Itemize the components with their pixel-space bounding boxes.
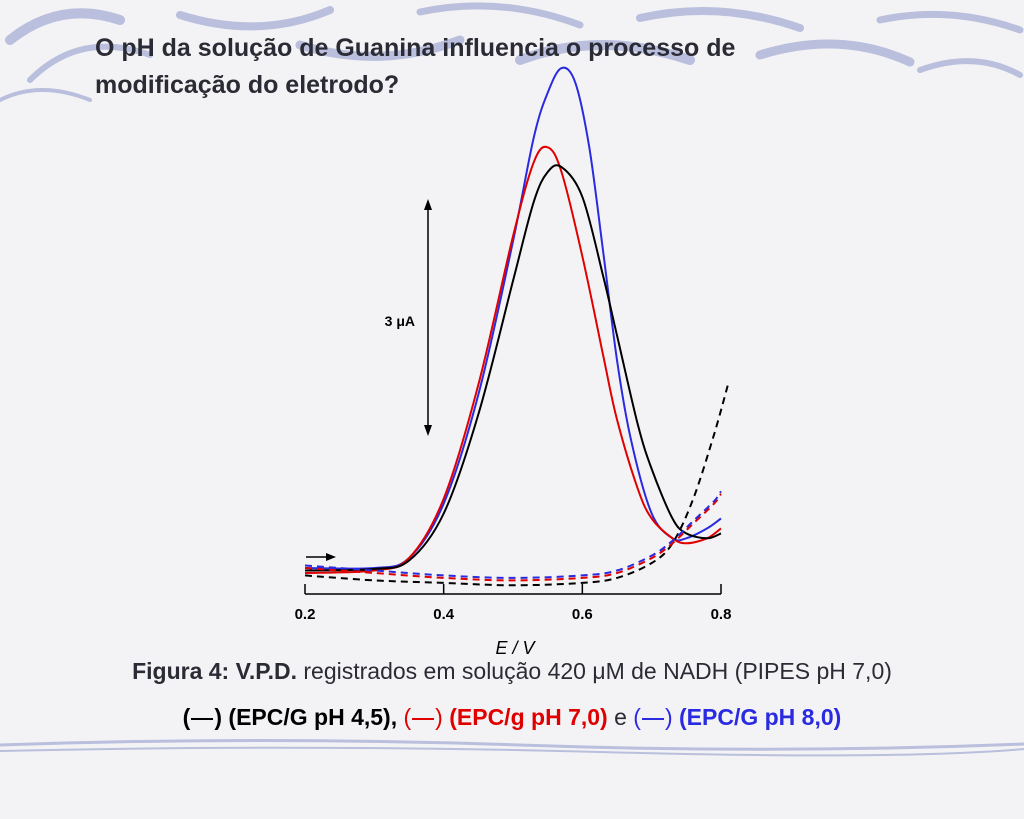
- caption-text: registrados em solução 420 μM de NADH (P…: [297, 658, 892, 684]
- series-line-dashed-4: [304, 493, 722, 582]
- series-line-dashed-5: [304, 490, 722, 579]
- legend-close-2: ): [435, 704, 443, 730]
- scale-bar-arrow-top: [424, 199, 432, 210]
- scale-bar-label: 3 μA: [385, 313, 415, 329]
- legend-label-black: (EPC/G pH 4,5),: [222, 704, 398, 730]
- caption-lead: Figura 4:: [132, 658, 230, 684]
- scan-direction-arrow: [306, 553, 336, 561]
- legend-label-blue: (EPC/G pH 8,0): [672, 704, 842, 730]
- legend-open-2: (: [397, 704, 412, 730]
- figure-caption-line-1: Figura 4: V.P.D. registrados em solução …: [0, 658, 1024, 685]
- title-line-1: O pH da solução de Guanina influencia o …: [95, 34, 736, 62]
- legend-joiner: e: [607, 704, 634, 730]
- x-tick-label: 0.8: [711, 606, 732, 623]
- series-line-solid-1: [304, 145, 722, 574]
- legend-open-1: (: [182, 704, 191, 730]
- x-axis-label: E / V: [495, 638, 536, 658]
- scale-bar: 3 μA: [385, 199, 432, 436]
- legend-label-red: (EPC/g pH 7,0): [442, 704, 608, 730]
- legend-swatch-red: [412, 717, 435, 720]
- x-tick-layer: 0.2 0.4 0.6 0.8: [295, 584, 732, 623]
- legend-close-1: ): [214, 704, 223, 730]
- legend-open-3: (: [633, 704, 641, 730]
- scale-bar-arrow-bottom: [424, 425, 432, 436]
- legend-swatch-black: [191, 717, 214, 720]
- figure-caption-line-2: () (EPC/G pH 4,5), () (EPC/g pH 7,0) e (…: [0, 704, 1024, 731]
- legend-close-3: ): [664, 704, 673, 730]
- caption-method: V.P.D.: [229, 658, 297, 684]
- series-line-solid-2: [304, 164, 722, 572]
- series-line-solid-0: [304, 66, 722, 570]
- slide-title: O pH da solução de Guanina influencia o …: [95, 30, 915, 104]
- x-tick-label: 0.4: [433, 606, 455, 623]
- series-layer: [304, 66, 729, 587]
- title-line-2: modificação do eletrodo?: [95, 71, 400, 99]
- x-tick-label: 0.2: [295, 606, 316, 623]
- legend-swatch-blue: [641, 717, 664, 720]
- series-line-dashed-3: [304, 384, 729, 587]
- x-tick-label: 0.6: [572, 606, 593, 623]
